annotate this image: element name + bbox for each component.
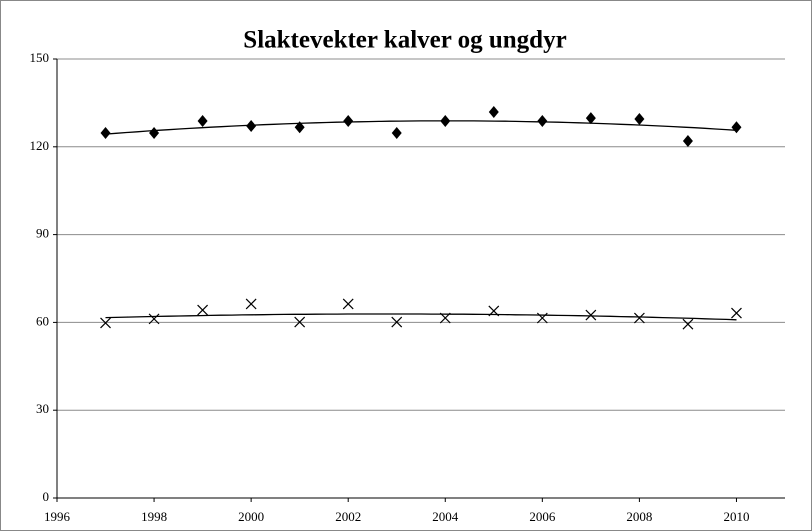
point [731,307,742,319]
x-tick-label: 2000 [238,509,264,524]
point [682,318,694,330]
point [149,127,160,140]
y-tick-label: 0 [43,489,50,504]
point [634,112,645,125]
x-tick-label: 2010 [723,509,749,524]
point [197,115,208,128]
point [488,105,499,118]
point [342,298,354,310]
x-tick-label: 1996 [44,509,71,524]
point [488,305,500,317]
point [682,134,693,147]
y-tick-label: 150 [30,50,50,65]
y-tick-label: 60 [36,313,49,328]
point [100,127,111,140]
x-tick-label: 2006 [529,509,556,524]
point [391,316,403,328]
point [148,313,160,325]
point [536,312,548,324]
y-tick-label: 90 [36,226,49,241]
point [439,312,451,324]
point [100,317,111,329]
x-tick-label: 2008 [626,509,652,524]
point [633,312,645,324]
point [731,121,742,134]
point [537,115,548,128]
trendline [105,120,737,135]
point [245,298,257,310]
point [294,121,305,134]
point [585,112,596,125]
point [246,120,257,133]
point [585,309,597,321]
point [294,316,306,328]
point [391,127,402,140]
trendline [105,313,737,321]
point [197,304,209,316]
point [343,115,354,128]
x-tick-label: 2004 [432,509,459,524]
x-tick-label: 2002 [335,509,361,524]
point [440,115,451,128]
y-tick-label: 30 [36,401,49,416]
y-tick-label: 120 [30,138,50,153]
x-tick-label: 1998 [141,509,167,524]
chart-title: Slaktevekter kalver og ungdyr [243,27,566,54]
